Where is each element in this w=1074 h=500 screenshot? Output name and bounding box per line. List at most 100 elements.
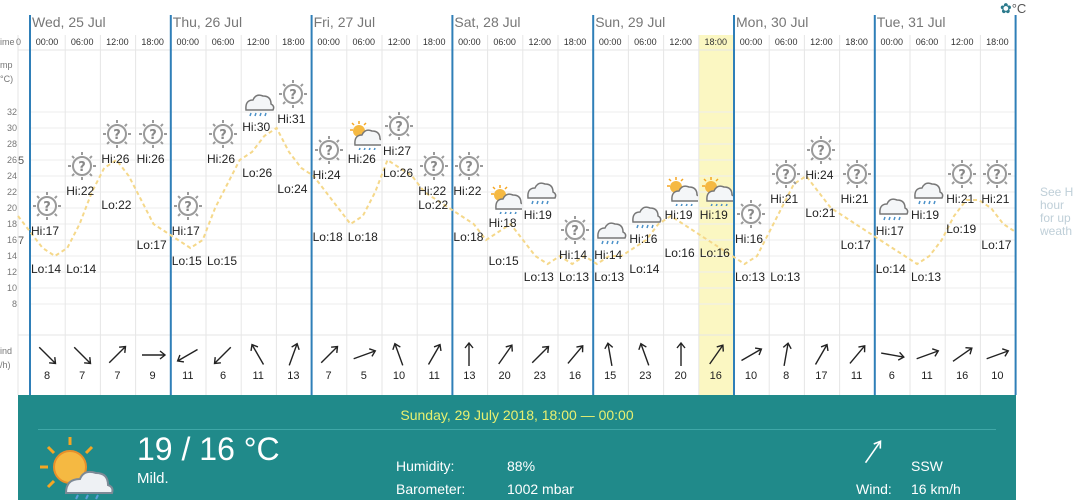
svg-text:?: ?: [853, 168, 861, 183]
time-label: 12:00: [528, 37, 552, 47]
gear-icon[interactable]: ✿: [1000, 0, 1012, 16]
low-temp-label: Lo:13: [594, 270, 625, 284]
svg-text:?: ?: [782, 168, 790, 183]
time-label: 12:00: [810, 37, 833, 47]
time-label: 18:00: [141, 37, 164, 47]
wind-arrow-icon: [593, 341, 627, 369]
low-temp-label: Lo:22: [418, 198, 449, 212]
time-label: 00:00: [317, 37, 340, 47]
wind-speed-label: 11: [428, 370, 440, 382]
time-label: 00:00: [176, 37, 200, 47]
wind-arrow-icon: [628, 341, 662, 369]
day-label: Wed, 25 Jul: [32, 14, 106, 30]
barometer-label: Barometer:: [396, 481, 466, 497]
svg-text:?: ?: [466, 160, 474, 175]
time-label: 00:00: [35, 37, 59, 47]
svg-text:?: ?: [994, 168, 1002, 183]
high-temp-label: Hi:16: [629, 232, 658, 246]
high-temp-label: Hi:22: [66, 184, 95, 198]
wind-arrow-icon: [664, 341, 698, 369]
wind-speed-label: 16: [956, 370, 969, 382]
high-temp-label: Hi:22: [418, 184, 447, 198]
first-time-label: 0: [16, 37, 22, 47]
partly-sunny-icon: ?: [171, 192, 205, 222]
high-temp-label: Hi:19: [523, 208, 552, 222]
unit-label[interactable]: °C: [1011, 1, 1027, 16]
high-temp-label: Hi:27: [383, 144, 412, 158]
wind-speed-label: 16: [709, 370, 722, 382]
wind-speed-label: 23: [639, 370, 652, 382]
wind-speed-label: 7: [114, 370, 121, 382]
svg-text:?: ?: [571, 224, 579, 239]
high-temp-label: Hi:21: [946, 192, 975, 206]
time-label: 06:00: [352, 37, 376, 47]
wind-speed-label: 9: [149, 370, 156, 382]
low-temp-label: Lo:15: [171, 254, 202, 268]
low-temp-label: Lo:17: [840, 238, 871, 252]
wind-arrow-icon: [769, 341, 803, 369]
wind-speed-label: 11: [921, 370, 933, 382]
low-temp-label: Lo:18: [312, 230, 343, 244]
rain-cloud-icon: [910, 176, 944, 206]
partly-sunny-icon: ?: [136, 120, 170, 150]
partly-sunny-icon: ?: [65, 152, 99, 182]
wind-arrow-icon: [910, 341, 944, 369]
partly-sunny-icon: ?: [840, 160, 874, 190]
high-temp-label: Hi:17: [875, 224, 904, 238]
wind-speed-label: 11: [850, 370, 863, 382]
temp-axis-unit: °C): [0, 74, 14, 84]
forecast-chart: [17, 15, 1017, 395]
wind-speed-label: 13: [287, 370, 300, 382]
partly-sunny-icon: ?: [100, 120, 134, 150]
partly-sunny-icon: ?: [769, 160, 803, 190]
low-temp-label: Lo:18: [347, 230, 378, 244]
partly-sunny-icon: ?: [206, 120, 240, 150]
wind-arrow-icon: [30, 341, 64, 369]
high-temp-label: Hi:26: [101, 152, 130, 166]
unit-settings[interactable]: ✿°C: [1000, 0, 1026, 17]
temp-tick-label: 24: [6, 171, 17, 181]
time-label: 18:00: [845, 37, 868, 47]
day-label: Tue, 31 Jul: [876, 14, 946, 30]
wind-speed-label: 10: [392, 370, 406, 382]
details-panel: Sunday, 29 July 2018, 18:00 — 00:00 19 /…: [18, 395, 1016, 500]
temp-tick-label: 10: [6, 283, 17, 293]
low-temp-label: Lo:16: [699, 246, 730, 260]
sun-rain-cloud-icon: [699, 176, 736, 208]
wind-speed-label: 13: [463, 370, 476, 382]
low-temp-label: Lo:16: [664, 246, 695, 260]
high-temp-label: Hi:31: [277, 112, 306, 126]
low-temp-label: Lo:14: [66, 262, 97, 276]
wind-direction-value: SSW: [911, 458, 943, 474]
svg-text:?: ?: [747, 208, 755, 223]
low-temp-label: Lo:21: [805, 206, 836, 220]
wind-arrow-icon: [945, 341, 979, 369]
sun-rain-cloud-icon: [488, 184, 524, 216]
temp-tick-label: 26: [6, 155, 17, 165]
time-label: 18:00: [986, 37, 1009, 47]
high-temp-label: Hi:21: [840, 192, 869, 206]
wind-label: Wind:: [856, 481, 892, 497]
wind-arrow-icon: [488, 341, 522, 369]
day-label: Sun, 29 Jul: [595, 14, 666, 30]
time-label: 06:00: [634, 37, 657, 47]
wind-arrow-icon: [276, 341, 310, 369]
high-temp-label: Hi:18: [488, 216, 517, 230]
high-temp-label: Hi:21: [981, 192, 1010, 206]
time-label: 00:00: [458, 37, 481, 47]
sun-rain-cloud-icon: [40, 437, 114, 500]
temp-tick-label: 12: [6, 267, 17, 277]
wind-arrow-icon: [312, 341, 346, 369]
low-temp-label: Lo:13: [559, 270, 590, 284]
high-temp-label: Hi:26: [347, 152, 376, 166]
wind-arrow-icon: [734, 341, 768, 369]
time-label: 18:00: [422, 37, 446, 47]
partly-sunny-icon: ?: [276, 80, 310, 110]
low-temp-label: Lo:14: [875, 262, 906, 276]
temp-tick-label: 22: [6, 187, 17, 197]
time-label: 06:00: [774, 37, 798, 47]
day-label: Sat, 28 Jul: [454, 14, 521, 30]
wind-arrow-icon: [100, 341, 134, 369]
low-temp-label: Lo:15: [207, 254, 238, 268]
time-label: 06:00: [493, 37, 516, 47]
